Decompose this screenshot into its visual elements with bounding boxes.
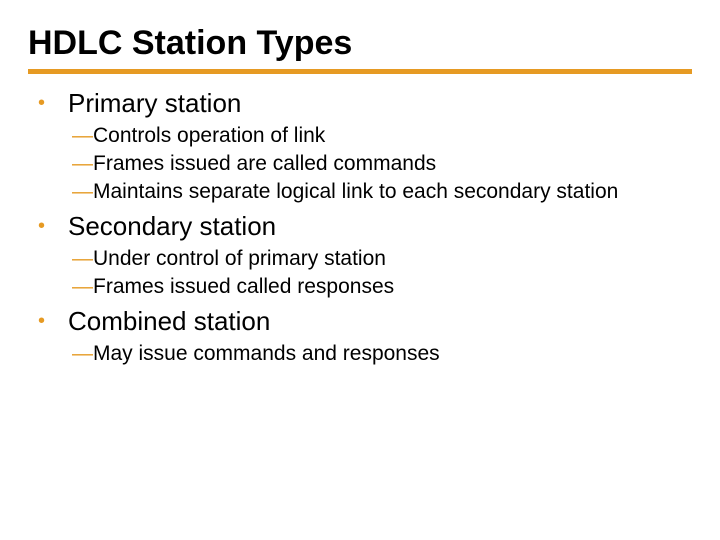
dash-icon: — <box>72 122 93 149</box>
dash-icon: — <box>72 150 93 177</box>
slide-content: • Primary station — Controls operation o… <box>28 88 692 367</box>
sub-list-item: — Maintains separate logical link to eac… <box>28 178 692 205</box>
list-item-label: Primary station <box>68 88 241 118</box>
sub-list-item-label: Frames issued called responses <box>93 273 394 300</box>
dash-icon: — <box>72 178 93 205</box>
list-item-label: Combined station <box>68 306 270 336</box>
bullet-icon: • <box>28 211 68 241</box>
list-item-label: Secondary station <box>68 211 276 241</box>
sub-list-item: — May issue commands and responses <box>28 340 692 367</box>
slide: HDLC Station Types • Primary station — C… <box>0 0 720 540</box>
list-item: • Primary station <box>28 88 692 118</box>
sub-list-item-label: May issue commands and responses <box>93 340 440 367</box>
sub-list-item-label: Frames issued are called commands <box>93 150 436 177</box>
list-item: • Combined station <box>28 306 692 336</box>
slide-title: HDLC Station Types <box>28 24 692 74</box>
list-item: • Secondary station <box>28 211 692 241</box>
sub-list-item-label: Controls operation of link <box>93 122 325 149</box>
dash-icon: — <box>72 340 93 367</box>
sub-list-item: — Under control of primary station <box>28 245 692 272</box>
sub-list-item: — Frames issued are called commands <box>28 150 692 177</box>
sub-list-item-label: Under control of primary station <box>93 245 386 272</box>
dash-icon: — <box>72 273 93 300</box>
dash-icon: — <box>72 245 93 272</box>
sub-list-item: — Controls operation of link <box>28 122 692 149</box>
sub-list-item: — Frames issued called responses <box>28 273 692 300</box>
sub-list-item-label: Maintains separate logical link to each … <box>93 178 618 205</box>
bullet-icon: • <box>28 306 68 336</box>
bullet-icon: • <box>28 88 68 118</box>
